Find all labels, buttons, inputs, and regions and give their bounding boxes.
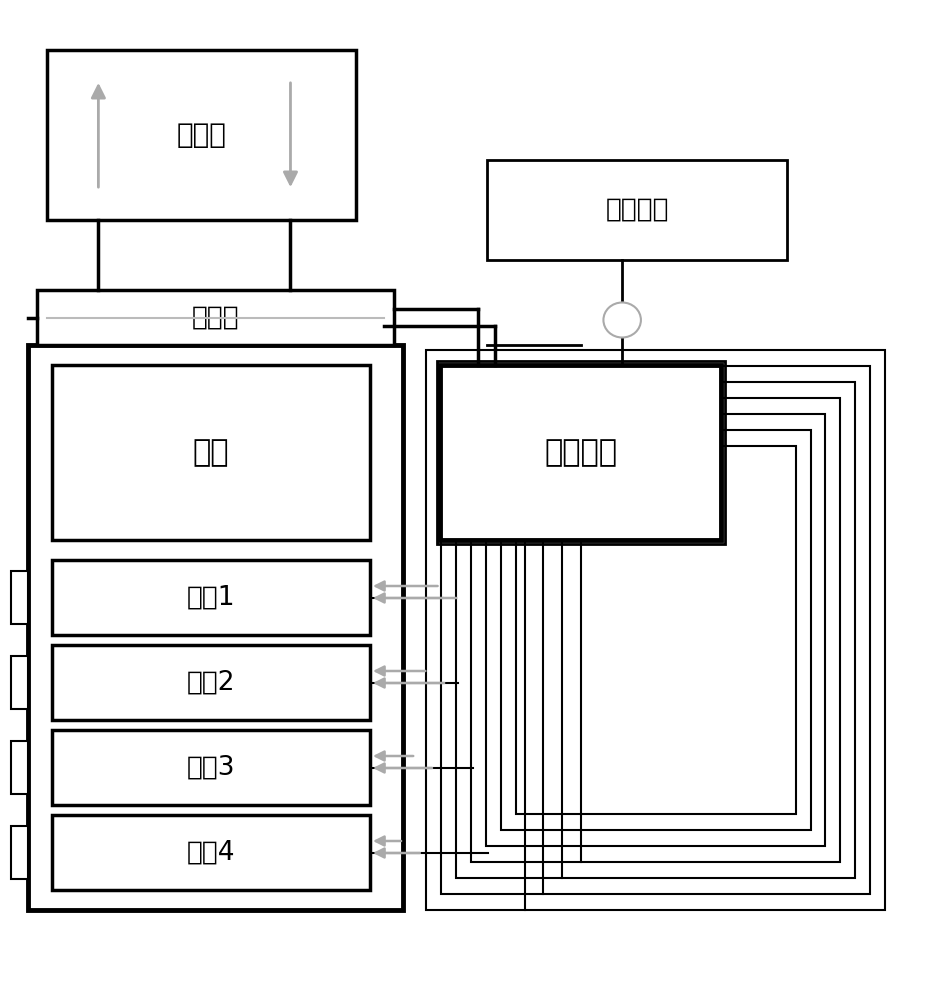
Bar [11, 571, 28, 624]
Bar [37, 290, 393, 345]
Bar [51, 560, 370, 635]
Bar [516, 446, 795, 814]
Bar [426, 350, 885, 910]
Bar [51, 730, 370, 805]
Bar [11, 826, 28, 879]
Bar [440, 365, 721, 540]
Bar [471, 398, 840, 862]
Bar [28, 345, 402, 910]
Bar [486, 414, 825, 846]
Bar [47, 50, 356, 220]
Text: 模块4: 模块4 [186, 840, 235, 865]
Bar [51, 815, 370, 890]
Bar [436, 361, 724, 544]
Bar [441, 366, 870, 894]
Bar [501, 430, 810, 830]
Text: 冷凝器: 冷凝器 [176, 121, 227, 149]
Text: 电源: 电源 [193, 438, 228, 467]
Bar [456, 382, 855, 878]
Bar [11, 656, 28, 709]
Bar [51, 365, 370, 540]
Text: 模块2: 模块2 [186, 670, 235, 696]
Bar [51, 645, 370, 720]
Text: 模块3: 模块3 [186, 754, 235, 780]
Bar [11, 741, 28, 794]
Text: 介质盒: 介质盒 [192, 304, 239, 330]
Text: 检测控制: 检测控制 [605, 197, 668, 223]
Bar [487, 160, 786, 260]
Text: 模块1: 模块1 [186, 584, 235, 610]
Text: 变频调压: 变频调压 [544, 438, 617, 467]
